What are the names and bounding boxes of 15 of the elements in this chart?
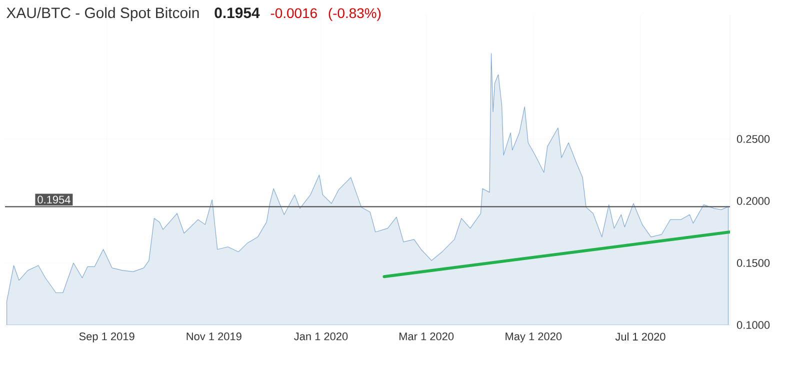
x-tick-label: Jan 1 2020 <box>294 332 348 340</box>
annotation: (-0.83%) <box>328 8 381 21</box>
x-tick-label: Jul 1 2020 <box>615 332 666 341</box>
x-tick-label: Sep 1 2019 <box>79 332 134 342</box>
ref-line-label: 0.1954 <box>38 196 70 204</box>
y-tick-label: 0.1500 <box>736 259 770 267</box>
y-tick-label: 0.2500 <box>736 135 770 143</box>
annotation: 0.1954 <box>214 8 260 18</box>
chart-title: XAU/BTC - Gold Spot Bitcoin <box>6 7 199 22</box>
annotation: -0.0016 <box>270 8 317 18</box>
x-tick-label: Nov 1 2019 <box>186 332 242 340</box>
x-tick-label: May 1 2020 <box>506 332 562 342</box>
y-tick-label: 0.1000 <box>736 321 770 329</box>
x-tick-label: Mar 1 2020 <box>400 332 454 340</box>
y-tick-label: 0.2000 <box>736 197 770 205</box>
